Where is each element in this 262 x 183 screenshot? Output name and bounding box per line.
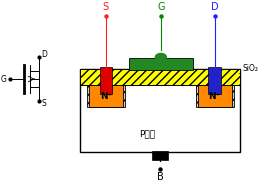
Bar [209,67,221,94]
Text: N⁺: N⁺ [209,92,221,101]
Bar [89,83,123,107]
Circle shape [155,53,166,61]
Bar [198,83,232,107]
Text: G: G [157,2,165,12]
Text: S: S [103,2,109,12]
Bar [152,151,168,160]
Bar [196,80,234,107]
Bar [80,69,241,152]
Text: D: D [211,2,219,12]
Text: N⁺: N⁺ [100,92,112,101]
Bar [87,80,125,107]
Bar [80,69,241,85]
Bar [100,67,112,94]
Text: D: D [41,50,47,59]
Bar [129,58,193,70]
Text: P襄底: P襄底 [139,130,156,139]
Text: S: S [41,99,46,108]
Text: B: B [157,172,164,182]
Text: G: G [1,74,7,84]
Text: SiO₂: SiO₂ [239,64,259,74]
